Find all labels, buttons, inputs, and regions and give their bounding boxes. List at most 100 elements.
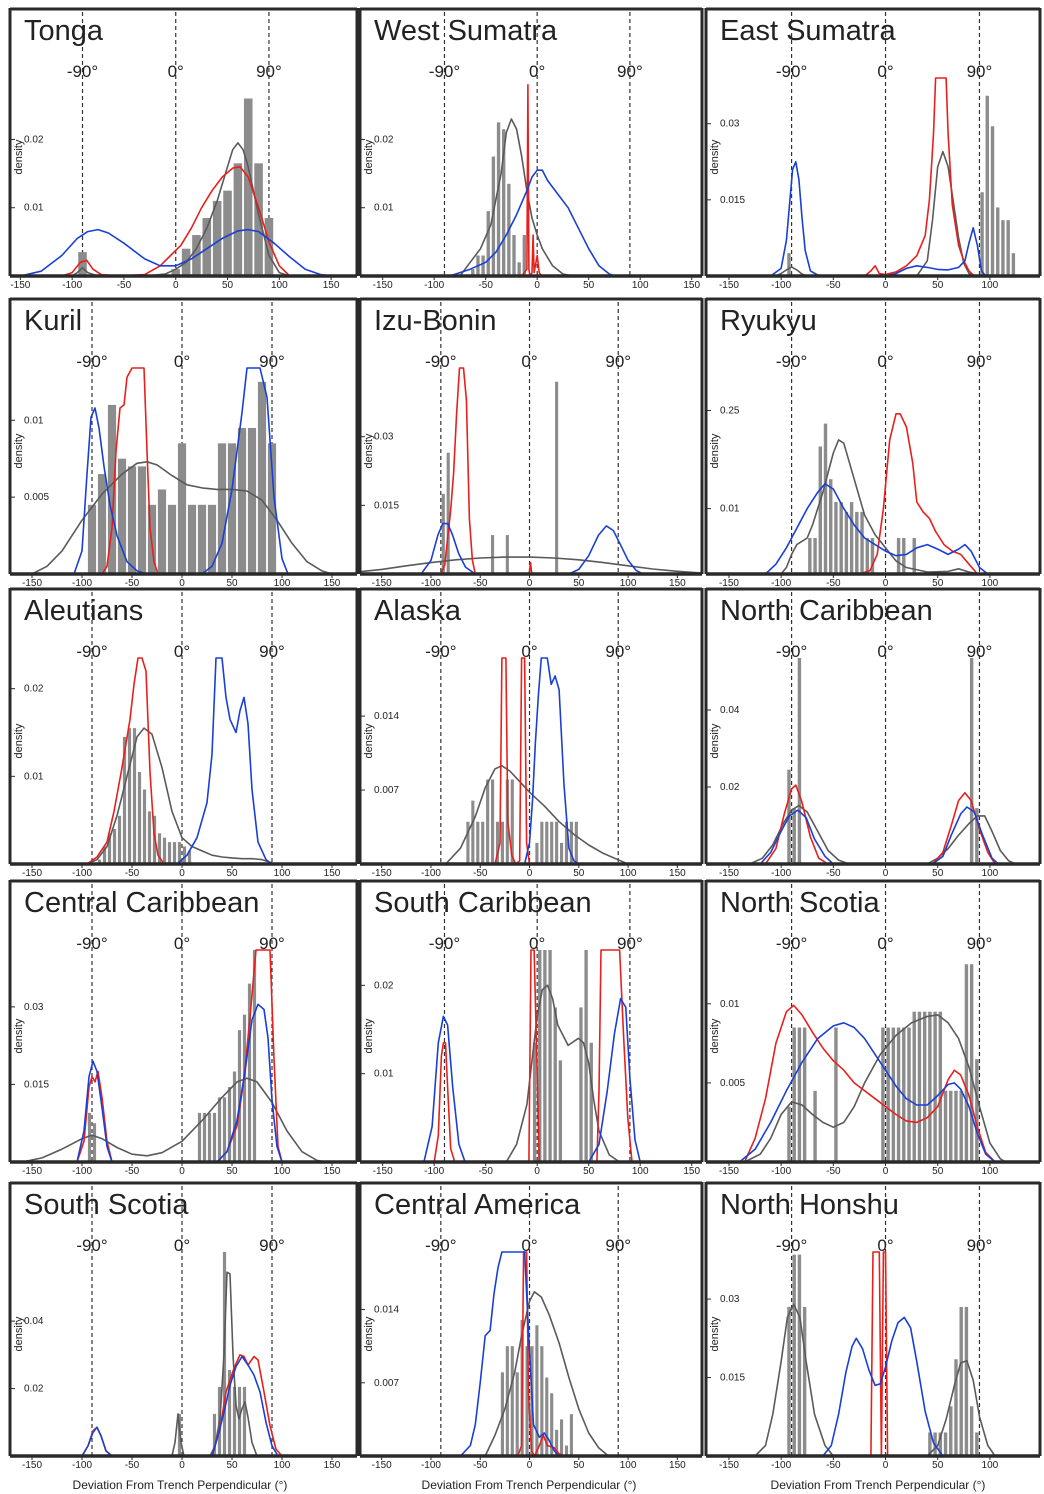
y-axis-label: density (709, 1316, 721, 1351)
x-tick-label: -50 (473, 1460, 488, 1471)
x-tick-label: 150 (324, 578, 341, 589)
x-tick-label: -150 (22, 868, 42, 879)
histogram-bar (535, 842, 539, 864)
blue-density-curve (770, 161, 987, 276)
histogram-bar (212, 1112, 217, 1162)
reference-label: -90° (776, 642, 807, 661)
histogram-bar (202, 1112, 207, 1162)
histogram-bar (959, 1306, 963, 1456)
reference-label: 0° (877, 642, 893, 661)
reference-label: 0° (877, 62, 893, 81)
x-axis-label-center: Deviation From Trench Perpendicular (°) (422, 1478, 637, 1492)
x-axis-label-left: Deviation From Trench Perpendicular (°) (73, 1478, 288, 1492)
red-density-curve (61, 166, 291, 276)
y-axis-label: density (363, 433, 375, 468)
histogram-bar (543, 950, 547, 1162)
panel-title: Alaska (374, 595, 462, 627)
histogram-bar (197, 504, 207, 574)
histogram-bar (996, 207, 1000, 276)
y-tick-label: 0.01 (24, 203, 44, 214)
panel-title: Central America (374, 1189, 581, 1221)
x-tick-label: -50 (478, 280, 493, 291)
histogram-bar (917, 1011, 922, 1162)
x-tick-label: -100 (421, 868, 441, 879)
reference-label: 0° (877, 1236, 893, 1255)
y-axis-label: density (363, 1018, 375, 1053)
reference-label: 90° (617, 934, 643, 953)
histogram-bar (1001, 220, 1005, 276)
x-tick-label: 100 (274, 868, 291, 879)
x-tick-label: 150 (324, 1460, 341, 1471)
histogram-bar (264, 217, 274, 276)
reference-label: 90° (967, 1236, 993, 1255)
x-tick-label: 50 (932, 280, 944, 291)
x-tick-label: -100 (771, 868, 791, 879)
histogram-bar (943, 1432, 948, 1456)
panel-title: Tonga (24, 15, 104, 47)
histogram-bar (808, 538, 812, 574)
histogram-bar (891, 1027, 896, 1162)
blue-density-curve (759, 806, 999, 864)
gray-density-curve (21, 1077, 328, 1162)
red-density-curve (864, 77, 975, 276)
x-tick-label: -150 (372, 1460, 392, 1471)
histogram-bar (550, 821, 554, 864)
red-density-curve (440, 367, 534, 574)
y-tick-label: 0.02 (24, 134, 44, 145)
histogram-bar (787, 1306, 791, 1456)
x-tick-label: -50 (826, 280, 841, 291)
histogram-bar (212, 200, 222, 276)
histogram-bar (510, 1346, 514, 1456)
histogram-bar (227, 443, 237, 574)
histogram-bar (553, 1007, 557, 1162)
x-tick-label: 100 (982, 578, 999, 589)
reference-label: 0° (529, 934, 545, 953)
histogram-bar (495, 821, 500, 864)
y-tick-label: 0.01 (24, 771, 44, 782)
histogram-bar (476, 821, 480, 864)
histogram-bar (865, 538, 869, 574)
histogram-bar (589, 1042, 593, 1162)
reference-label: 0° (174, 642, 190, 661)
x-tick-label: -50 (117, 280, 132, 291)
reference-label: -90° (76, 352, 107, 371)
density-curves (749, 784, 1017, 864)
x-tick-label: 0 (534, 280, 540, 291)
reference-label: 0° (521, 352, 537, 371)
histogram (500, 1320, 573, 1456)
panel-3: -150 -100 -50 0 50 100 150 0.005 0.01 density -90°… (8, 297, 359, 589)
histogram-bar (802, 1306, 807, 1456)
gray-density-curve (360, 556, 702, 574)
reference-label: 90° (967, 934, 993, 953)
reference-label: -90° (429, 934, 460, 953)
x-tick-label: -150 (719, 280, 739, 291)
reference-label: -90° (429, 62, 460, 81)
x-tick-label: -100 (771, 1166, 791, 1177)
histogram-bar (471, 800, 475, 864)
histogram-bar (92, 1123, 97, 1162)
y-tick-label: 0.007 (374, 785, 399, 796)
histogram-bar (975, 808, 979, 864)
x-tick-label: -150 (22, 578, 42, 589)
density-curves (360, 367, 702, 574)
x-tick-label: 0 (179, 868, 185, 879)
histogram-bar (912, 1011, 916, 1162)
histogram-bar (964, 964, 969, 1162)
red-density-curve (76, 949, 283, 1162)
density-curves (423, 949, 641, 1162)
x-tick-label: -50 (826, 868, 841, 879)
x-tick-label: 50 (573, 1460, 585, 1471)
panel-title: South Caribbean (374, 887, 592, 919)
histogram-bar (117, 458, 127, 574)
reference-label: 0° (877, 352, 893, 371)
histogram-bar (912, 538, 916, 574)
density-curves (21, 949, 328, 1162)
x-tick-label: 50 (573, 578, 585, 589)
histogram-bar (102, 846, 107, 864)
panel-2: -150 -100 -50 0 50 100 0.015 0.03 density -90° 0° 9… (704, 7, 1042, 291)
x-tick-label: -100 (421, 1460, 441, 1471)
histogram-bar (907, 1027, 911, 1162)
reference-label: -90° (67, 62, 98, 81)
x-tick-label: 0 (534, 1166, 540, 1177)
histogram (808, 423, 916, 574)
